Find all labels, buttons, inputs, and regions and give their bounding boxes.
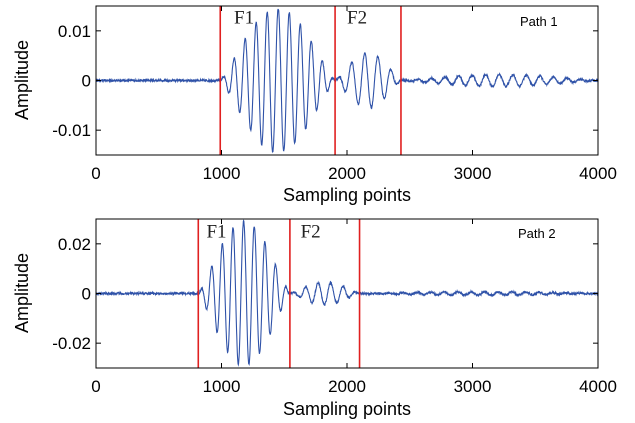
region-label: F2: [347, 7, 367, 28]
x-tick-label: 1000: [203, 164, 241, 183]
series-layer: [95, 8, 599, 154]
ticks-layer: 0 1000 2000 3000 4000 0.01 0 -0.01: [52, 6, 617, 183]
y-tick-label: 0: [82, 72, 91, 91]
signal-line: [95, 219, 599, 367]
x-axis-label: Sampling points: [283, 399, 411, 419]
series-layer: [95, 219, 599, 367]
x-tick-label: 1000: [203, 377, 241, 396]
y-axis-label: Amplitude: [12, 253, 32, 333]
region-labels: F1 F2: [206, 222, 320, 243]
y-tick-label: 0: [82, 285, 91, 304]
x-tick-label: 4000: [579, 164, 617, 183]
signal-line: [95, 8, 599, 154]
x-tick-label: 3000: [454, 164, 492, 183]
x-tick-label: 2000: [328, 164, 366, 183]
ticks-layer: 0 1000 2000 3000 4000 0.02 0 -0.02: [52, 219, 617, 396]
region-label: F2: [301, 222, 321, 243]
path-label: Path 1: [520, 14, 558, 29]
region-label: F1: [234, 7, 254, 28]
path-label: Path 2: [518, 226, 556, 241]
y-tick-label: 0.02: [58, 235, 91, 254]
y-tick-label: -0.01: [52, 121, 91, 140]
marker-layer: [197, 219, 361, 368]
marker-layer: [219, 6, 402, 155]
y-tick-label: -0.02: [52, 334, 91, 353]
x-axis-label: Sampling points: [283, 185, 411, 205]
y-tick-label: 0.01: [58, 22, 91, 41]
region-labels: F1 F2: [234, 7, 367, 28]
y-axis-label: Amplitude: [12, 40, 32, 120]
x-tick-label: 0: [91, 164, 100, 183]
x-tick-label: 2000: [328, 377, 366, 396]
x-tick-label: 4000: [579, 377, 617, 396]
region-label: F1: [206, 222, 226, 243]
x-tick-label: 0: [91, 377, 100, 396]
x-tick-label: 3000: [454, 377, 492, 396]
